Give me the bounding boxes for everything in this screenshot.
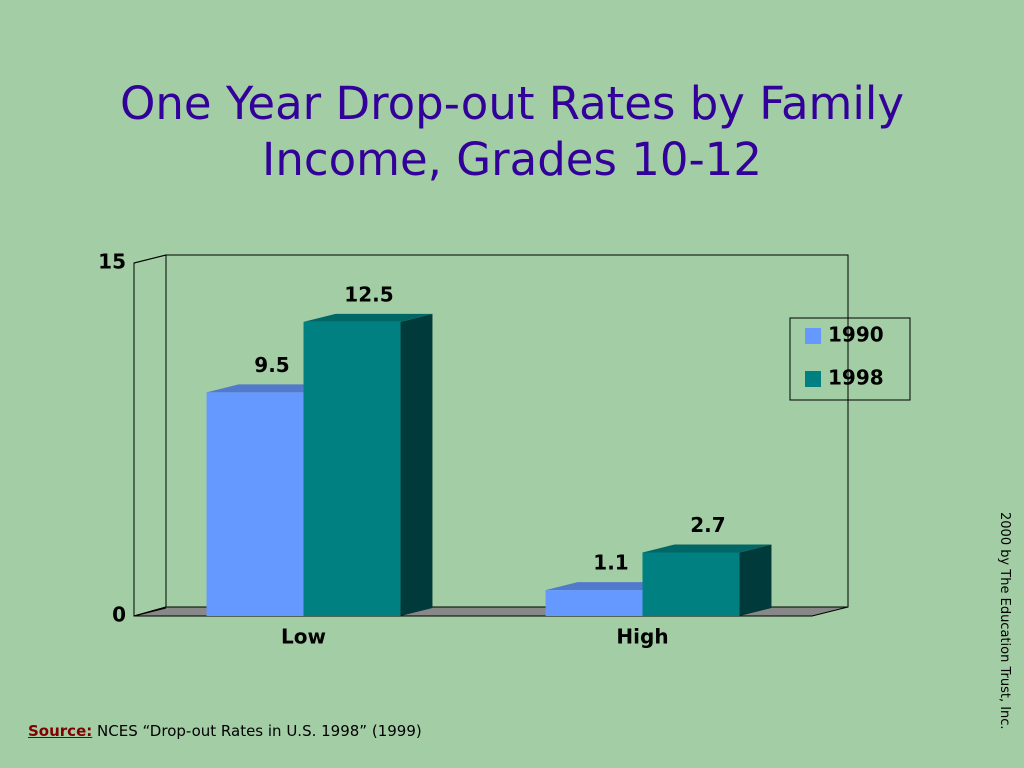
source-label: Source: [28,722,93,740]
bar-side [400,313,433,616]
legend-swatch [805,328,821,344]
bar [206,392,304,616]
bar [642,552,740,616]
legend-label: 1998 [828,366,884,390]
legend-label: 1990 [828,323,884,347]
bar-top [545,582,675,591]
chart: 0 15 Low 9.5 12.5 High 1.1 2.7 1990 1998 [98,250,911,649]
x-tick-label: High [616,625,668,649]
credit: 2000 by The Education Trust, Inc. [997,512,1012,730]
bar-top [303,313,433,322]
bar-side [739,544,772,616]
bar-top [642,544,772,553]
tick-line [133,254,167,264]
side-wall [133,254,167,617]
value-label: 9.5 [254,353,289,377]
chart-title: One Year Drop-out Rates by Family Income… [119,77,905,186]
bar-top [206,384,336,393]
x-tick-label: Low [281,625,326,649]
value-label: 12.5 [344,282,393,306]
legend-swatch [805,371,821,387]
bar [545,590,643,616]
legend [789,317,911,401]
source-text: NCES “Drop-out Rates in U.S. 1998” (1999… [97,722,422,740]
y-tick-label: 0 [112,603,126,627]
bar [303,321,401,616]
value-label: 2.7 [690,513,725,537]
source: Source: NCES “Drop-out Rates in U.S. 199… [28,722,422,740]
tick-line [133,607,167,617]
value-label: 1.1 [593,551,628,575]
y-tick-label: 15 [98,250,126,274]
